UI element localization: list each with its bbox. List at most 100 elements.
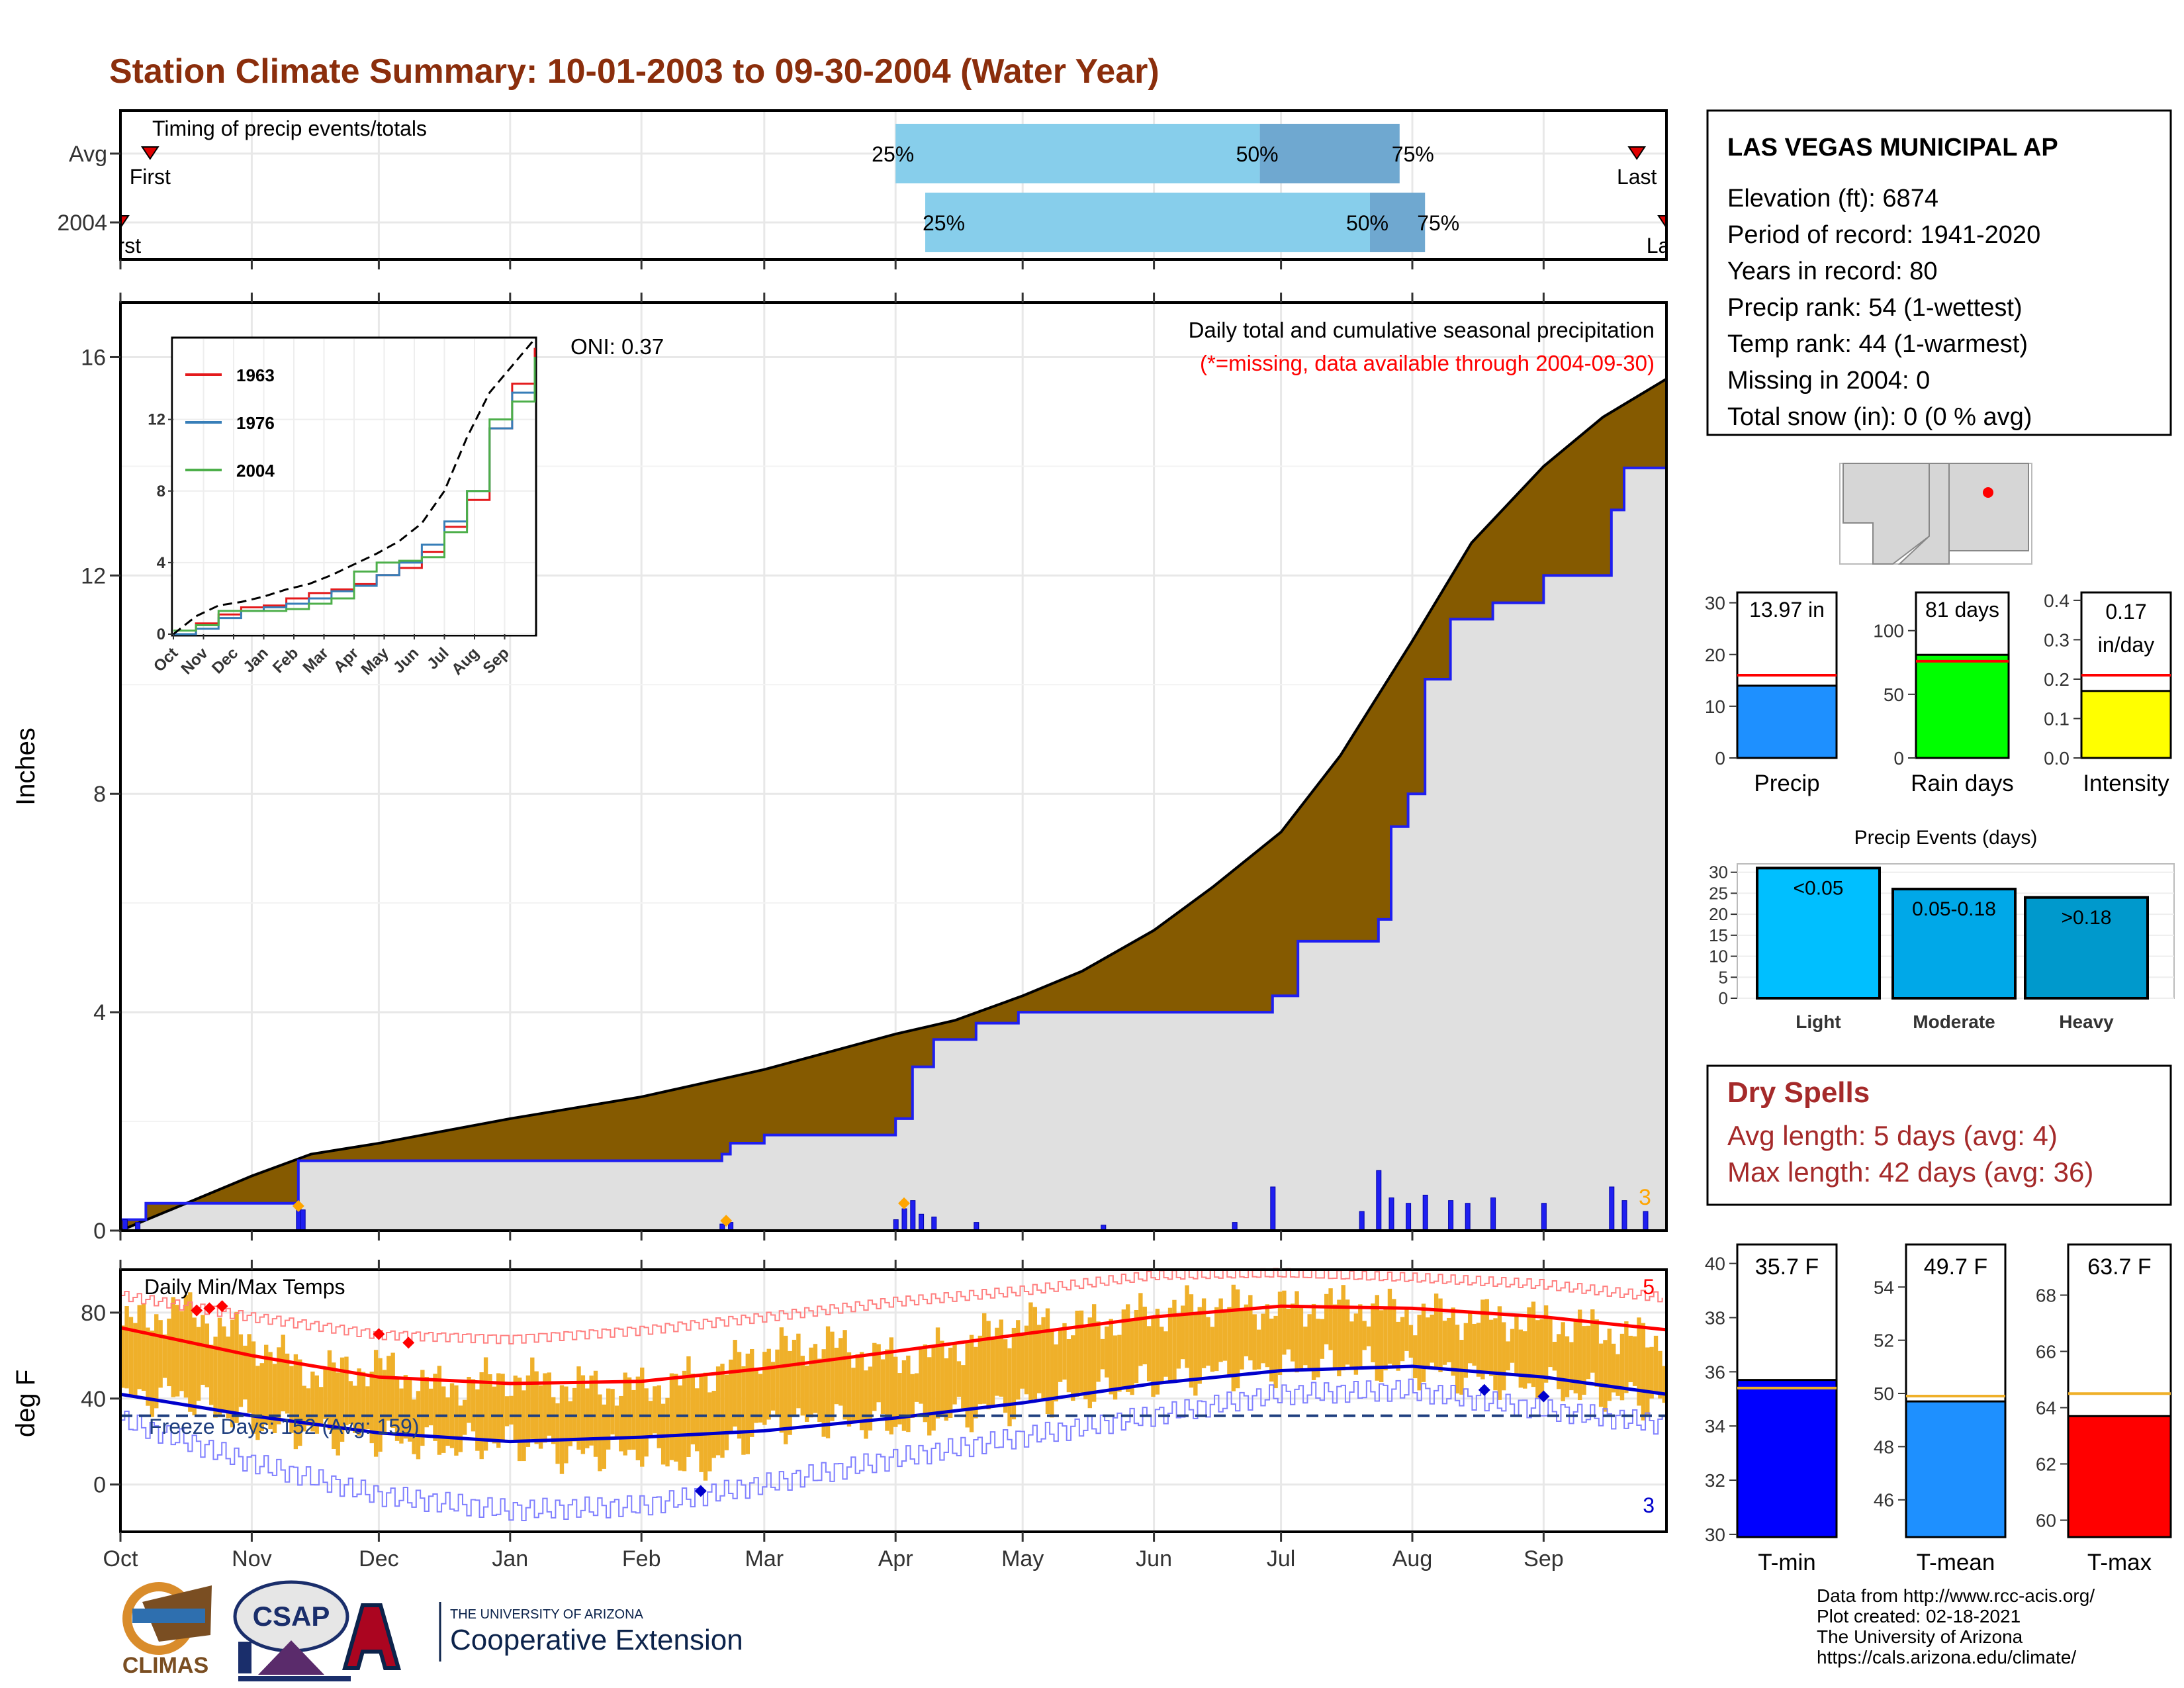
daily-temp-bar xyxy=(1649,1346,1654,1399)
daily-precip-bar xyxy=(1541,1203,1547,1231)
daily-temp-bar xyxy=(517,1378,522,1462)
events-bar-label: >0.18 xyxy=(2062,907,2112,929)
daily-temp-bar xyxy=(1316,1319,1320,1378)
daily-temp-bar xyxy=(1358,1304,1363,1367)
daily-temp-bar xyxy=(336,1372,340,1456)
daily-temp-bar xyxy=(293,1354,298,1450)
daily-temp-bar xyxy=(1582,1326,1586,1395)
record-low-count: 3 xyxy=(1643,1493,1655,1517)
daily-temp-bar xyxy=(192,1317,197,1416)
daily-temp-bar xyxy=(711,1391,716,1458)
legend-2004: 2004 xyxy=(236,461,275,481)
daily-temp-bar xyxy=(1341,1285,1345,1371)
temp-summary-tick-label: 66 xyxy=(2036,1342,2056,1362)
daily-temp-bar xyxy=(741,1366,746,1455)
inset-line-2004 xyxy=(173,357,536,632)
daily-temp-bar xyxy=(995,1327,999,1396)
daily-temp-bar xyxy=(1167,1307,1173,1382)
daily-temp-bar xyxy=(534,1371,539,1444)
month-label: Mar xyxy=(745,1546,784,1571)
daily-temp-bar xyxy=(619,1395,623,1452)
temp-panel: 0 40 80 Oct Nov Dec Jan Feb Mar Apr May Jun Jul Aug S… xyxy=(11,1231,1668,1571)
month-label: Aug xyxy=(1392,1546,1433,1571)
daily-temp-bar xyxy=(1468,1311,1473,1364)
daily-temp-bar xyxy=(1193,1314,1198,1396)
daily-temp-bar xyxy=(268,1352,273,1430)
daily-temp-bar xyxy=(298,1359,302,1446)
inset-y-label: 4 xyxy=(157,554,166,572)
daily-temp-bar xyxy=(475,1389,480,1451)
daily-temp-bar xyxy=(1138,1293,1143,1366)
daily-temp-bar xyxy=(1480,1299,1485,1380)
precip-tick-label: 4 xyxy=(93,1000,106,1025)
daily-temp-bar xyxy=(1096,1321,1101,1382)
daily-temp-bar xyxy=(1594,1319,1599,1387)
daily-temp-bar xyxy=(1455,1325,1460,1394)
ua-logo: THE UNIVERSITY OF ARIZONA Cooperative Ex… xyxy=(342,1602,743,1670)
daily-temp-bar xyxy=(796,1333,801,1409)
events-tick-label: 20 xyxy=(1709,904,1728,924)
daily-temp-bar xyxy=(1113,1335,1118,1400)
station-location-dot xyxy=(1983,487,1993,498)
daily-temp-bar xyxy=(1362,1321,1367,1350)
daily-temp-bar xyxy=(961,1365,966,1409)
first-event-marker xyxy=(140,146,159,160)
daily-temp-bar xyxy=(150,1331,155,1417)
first-event-marker xyxy=(120,215,130,229)
daily-temp-bar xyxy=(344,1356,349,1426)
daily-precip-bar xyxy=(300,1209,306,1231)
daily-temp-bar xyxy=(555,1403,560,1464)
daily-temp-bar xyxy=(1324,1293,1329,1344)
daily-temp-bar xyxy=(1421,1303,1426,1382)
daily-temp-bar xyxy=(965,1341,970,1428)
temp-tick-label: 80 xyxy=(81,1301,106,1326)
daily-temp-bar xyxy=(247,1334,251,1413)
daily-temp-bar xyxy=(598,1394,602,1472)
station-snow: Total snow (in): 0 (0 % avg) xyxy=(1727,403,2032,431)
precip-annotation: Daily total and cumulative seasonal prec… xyxy=(1189,318,1655,342)
daily-temp-bar xyxy=(923,1344,928,1423)
daily-temp-bar xyxy=(441,1386,446,1453)
figure-title: Station Climate Summary: 10-01-2003 to 0… xyxy=(109,52,1160,91)
oni-label: ONI: 0.37 xyxy=(570,334,664,359)
daily-temp-bar xyxy=(1307,1314,1312,1370)
daily-temp-bar xyxy=(631,1389,636,1450)
daily-temp-bar xyxy=(513,1376,518,1443)
daily-temp-bar xyxy=(855,1354,860,1421)
daily-temp-bar xyxy=(462,1399,467,1435)
daily-temp-bar xyxy=(999,1319,1003,1397)
daily-temp-bar xyxy=(644,1388,649,1457)
daily-temp-bar xyxy=(758,1374,763,1423)
record-high-marker xyxy=(373,1328,385,1340)
daily-temp-bar xyxy=(1624,1321,1629,1393)
daily-precip-bar xyxy=(1465,1203,1471,1231)
daily-temp-bar xyxy=(1502,1322,1506,1391)
daily-temp-bar xyxy=(1328,1288,1333,1350)
daily-temp-bar xyxy=(842,1330,847,1420)
missing-data-marker xyxy=(720,1215,733,1227)
daily-temp-bar xyxy=(1071,1335,1075,1401)
daily-temp-bar xyxy=(868,1366,873,1431)
inset-y-label: 12 xyxy=(148,411,165,429)
daily-temp-bar xyxy=(1176,1313,1181,1369)
daily-temp-bar xyxy=(893,1356,898,1427)
daily-temp-bar xyxy=(1375,1295,1379,1381)
daily-temp-bar xyxy=(1214,1307,1219,1372)
events-tick-label: 10 xyxy=(1709,947,1728,966)
daily-temp-bar xyxy=(1438,1298,1443,1372)
daily-temp-bar xyxy=(361,1372,366,1430)
daily-temp-bar xyxy=(1645,1347,1650,1415)
timing-frame xyxy=(119,109,1668,261)
daily-temp-bar xyxy=(217,1317,222,1416)
daily-temp-bar xyxy=(1353,1313,1359,1375)
daily-temp-bar xyxy=(1557,1334,1561,1389)
daily-temp-bar xyxy=(1320,1319,1325,1359)
daily-temp-bar xyxy=(1345,1299,1350,1365)
daily-temp-bar xyxy=(179,1311,184,1391)
timing-pct-50: 50% xyxy=(1346,211,1388,235)
daily-temp-bar xyxy=(201,1315,205,1385)
daily-temp-bar xyxy=(543,1373,547,1443)
daily-temp-bar xyxy=(264,1344,269,1425)
daily-temp-bar xyxy=(387,1356,391,1421)
temp-summary-label: T-min xyxy=(1758,1550,1816,1575)
